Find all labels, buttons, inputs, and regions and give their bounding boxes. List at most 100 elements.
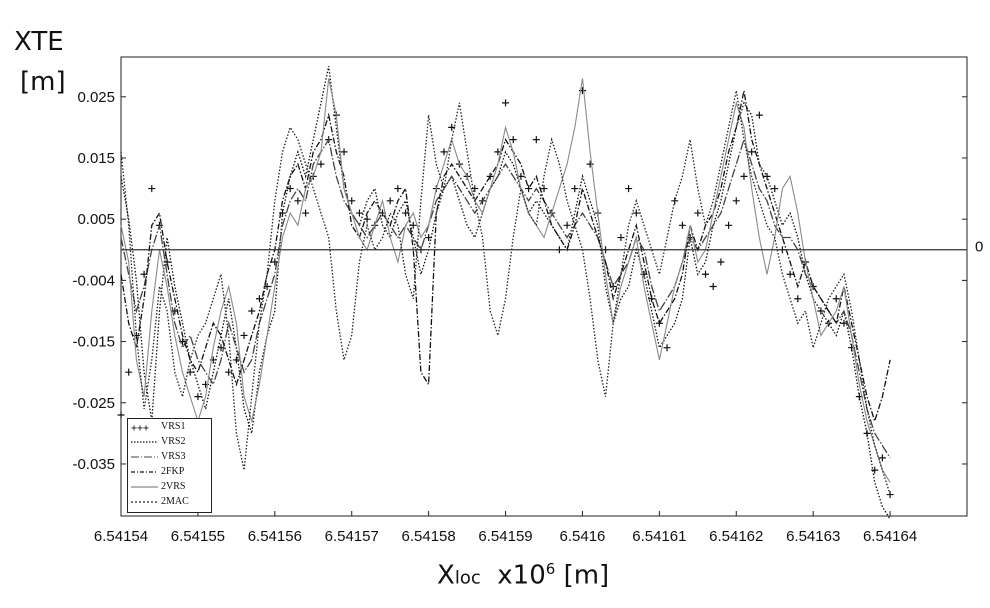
- y-tick-label: 0.025: [77, 89, 115, 106]
- legend-label: VRS1: [161, 421, 186, 432]
- legend-item-vrs3: VRS3: [128, 449, 211, 464]
- data-point-vrs1: [840, 319, 848, 327]
- x-tick-label: 6.5416: [560, 528, 606, 545]
- data-point-vrs1: [625, 185, 633, 193]
- data-point-vrs1: [486, 172, 494, 180]
- x-tick-label: 6.54158: [402, 528, 456, 545]
- x-tick-label: 6.54163: [786, 528, 840, 545]
- data-point-vrs1: [717, 258, 725, 266]
- series-line-vrs3: [120, 137, 891, 459]
- data-point-vrs1: [725, 221, 733, 229]
- data-point-vrs1: [671, 197, 679, 205]
- data-point-vrs1: [232, 356, 240, 364]
- legend-label: 2MAC: [161, 496, 189, 507]
- legend-label: 2VRS: [161, 481, 186, 492]
- data-point-vrs1: [148, 185, 156, 193]
- series-line-2fkp: [120, 90, 891, 424]
- data-point-vrs1: [694, 209, 702, 217]
- data-point-vrs1: [732, 197, 740, 205]
- data-point-vrs1: [286, 185, 294, 193]
- plot-frame: [120, 56, 968, 517]
- legend-swatch-dashdot-gray: [131, 455, 158, 458]
- data-point-vrs1: [709, 283, 717, 290]
- data-point-vrs1: [878, 454, 886, 462]
- data-point-vrs1: [678, 221, 686, 229]
- x-tick-label: 6.54157: [325, 528, 379, 545]
- x-axis-var-sub: loc: [454, 567, 481, 589]
- x-axis-exponent: 6: [545, 560, 556, 578]
- data-point-vrs1: [248, 307, 256, 315]
- x-axis-multiplier: x10: [497, 560, 546, 591]
- series-line-2mac: [120, 90, 891, 495]
- data-point-vrs1: [294, 197, 302, 205]
- data-point-vrs1: [632, 209, 640, 217]
- x-axis-title: Xloc x106 [m]: [437, 560, 609, 591]
- data-point-vrs1: [532, 136, 540, 144]
- data-point-vrs1: [402, 209, 410, 217]
- y-axis-title: XTE: [14, 27, 64, 57]
- data-point-vrs1: [317, 160, 325, 168]
- svg-text:+++: +++: [131, 423, 149, 431]
- legend-item-2mac: 2MAC: [128, 494, 211, 509]
- x-ticks: 6.54154 6.54155 6.54156 6.54157 6.54158 6.541…: [94, 511, 917, 545]
- data-point-vrs1: [740, 172, 748, 180]
- data-point-vrs1: [771, 185, 779, 193]
- data-point-vrs1: [240, 331, 248, 339]
- x-axis-var: X: [437, 560, 455, 591]
- legend-item-vrs2: VRS2: [128, 434, 211, 449]
- data-point-vrs1: [263, 283, 271, 290]
- y-tick-label: 0.005: [77, 211, 115, 228]
- data-point-vrs1: [509, 136, 517, 144]
- data-point-vrs1: [386, 197, 394, 205]
- data-point-vrs1: [502, 99, 510, 107]
- data-point-vrs1: [302, 209, 310, 217]
- legend-swatch-solid: [131, 485, 158, 488]
- data-point-vrs1: [786, 270, 794, 278]
- data-point-vrs1: [871, 466, 879, 474]
- legend-swatch-dotted-2: [131, 500, 158, 503]
- x-tick-label: 6.54162: [709, 528, 763, 545]
- y-ticks: 0.025 0.015 0.005 -0.004 -0.015 -0.025 -0.035: [72, 89, 967, 473]
- legend-label: VRS2: [161, 436, 186, 447]
- data-point-vrs1: [448, 123, 456, 131]
- data-point-vrs1: [394, 185, 402, 193]
- data-point-vrs1: [355, 209, 363, 217]
- legend-item-2fkp: 2FKP: [128, 464, 211, 479]
- series-line-vrs2: [120, 66, 891, 520]
- y-tick-label: -0.035: [72, 456, 115, 473]
- data-point-vrs1: [748, 148, 756, 156]
- data-point-vrs1: [571, 185, 579, 193]
- data-point-vrs1: [702, 270, 710, 278]
- data-point-vrs1: [586, 160, 594, 168]
- y-axis-unit: [m]: [20, 67, 66, 97]
- data-point-vrs1: [348, 197, 356, 205]
- data-point-vrs1: [194, 393, 202, 401]
- x-tick-label: 6.54161: [632, 528, 686, 545]
- x-tick-label: 6.54159: [478, 528, 532, 545]
- x-axis-unit: [m]: [563, 560, 610, 591]
- data-point-vrs1: [655, 319, 663, 327]
- legend-label: VRS3: [161, 451, 186, 462]
- x-tick-label: 6.54155: [171, 528, 225, 545]
- legend-swatch-plus: +++: [131, 423, 149, 431]
- legend-label: 2FKP: [161, 466, 185, 477]
- data-point-vrs1: [617, 234, 625, 242]
- legend-swatch-dotted: [131, 440, 158, 443]
- y-tick-label: -0.015: [72, 334, 115, 351]
- data-point-vrs1: [125, 368, 133, 376]
- data-point-vrs1: [225, 368, 233, 376]
- data-point-vrs1: [794, 295, 802, 303]
- y-tick-label: -0.025: [72, 395, 115, 412]
- data-point-vrs1: [663, 344, 671, 352]
- data-point-vrs1: [832, 295, 840, 303]
- y-tick-label: 0.015: [77, 150, 115, 167]
- legend: +++ VRS1 VRS2 VRS3 2FKP 2VRS 2MAC: [127, 418, 212, 513]
- data-point-vrs1: [755, 111, 763, 119]
- legend-swatch-dashdot: [131, 470, 158, 473]
- y-tick-label: -0.004: [72, 272, 115, 289]
- legend-item-2vrs: 2VRS: [128, 479, 211, 494]
- legend-item-vrs1: +++ VRS1: [128, 419, 211, 434]
- data-point-vrs1: [440, 148, 448, 156]
- x-tick-label: 6.54154: [94, 528, 148, 545]
